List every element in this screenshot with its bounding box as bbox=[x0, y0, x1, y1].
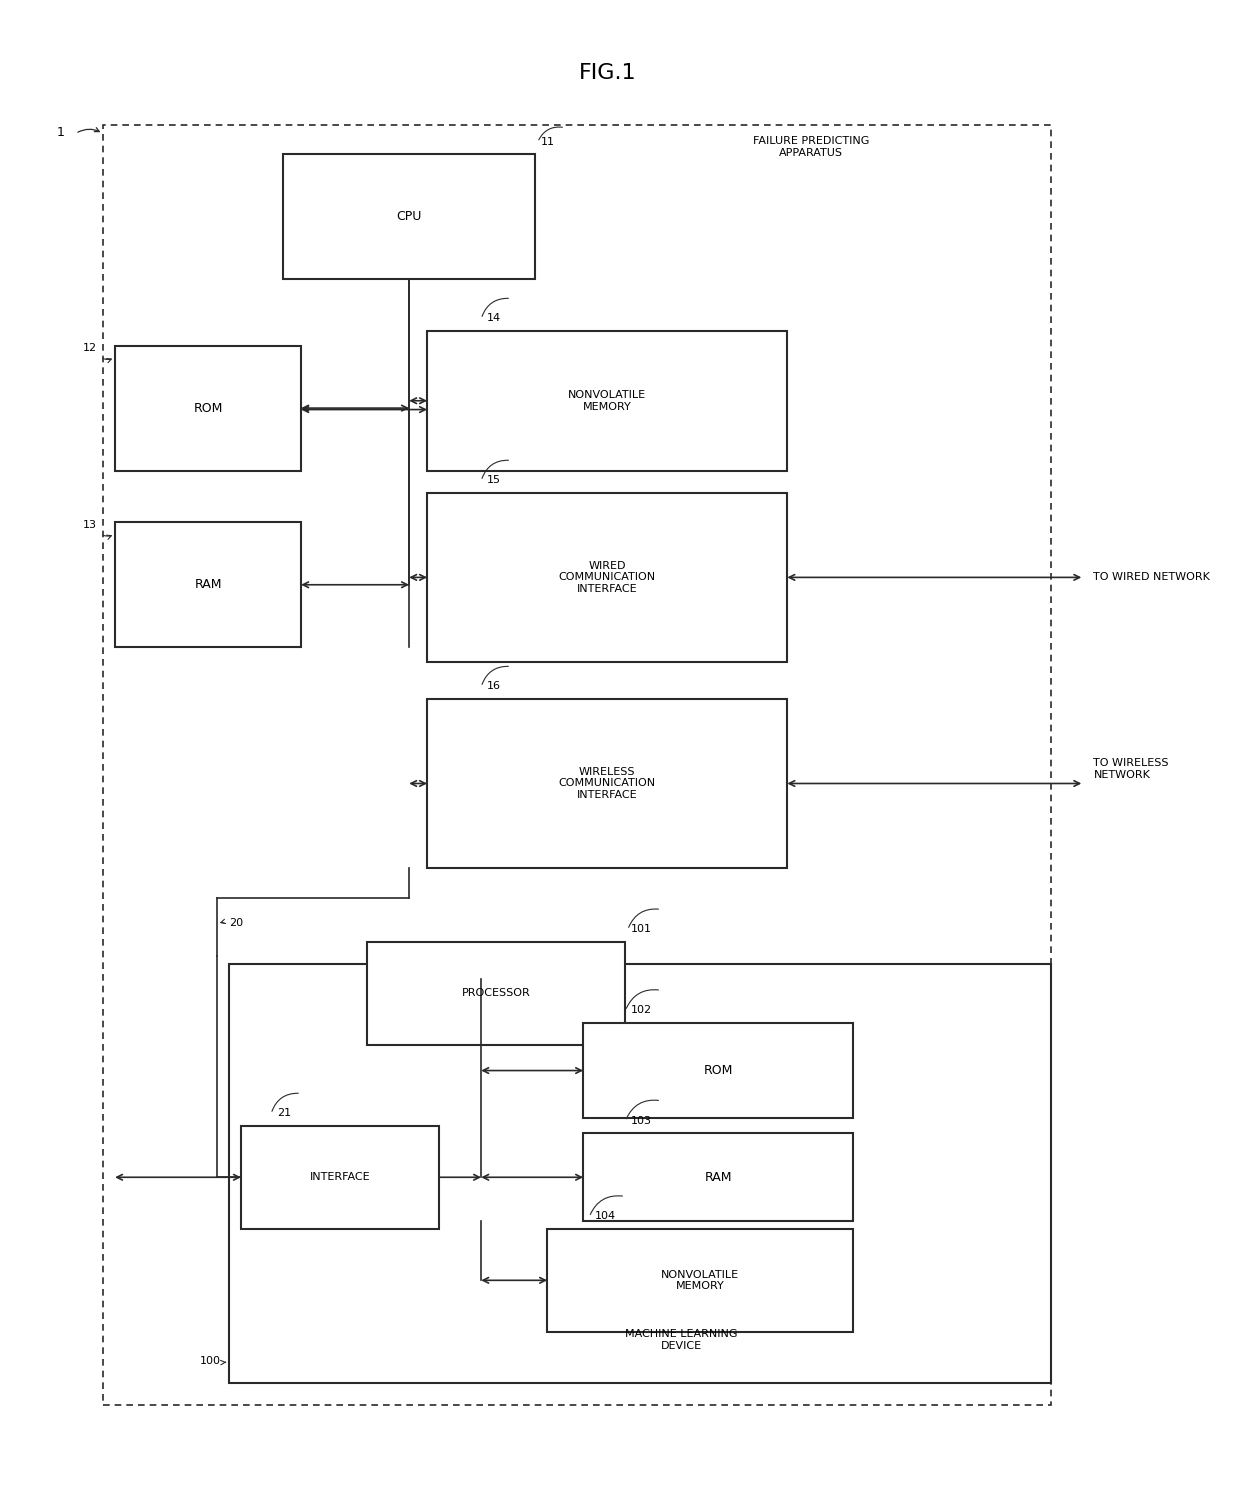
Text: NONVOLATILE
MEMORY: NONVOLATILE MEMORY bbox=[661, 1269, 739, 1291]
Text: RAM: RAM bbox=[704, 1171, 732, 1184]
Text: 20: 20 bbox=[229, 917, 243, 927]
Bar bbox=[427, 331, 787, 471]
Text: WIRELESS
COMMUNICATION
INTERFACE: WIRELESS COMMUNICATION INTERFACE bbox=[559, 767, 656, 799]
Text: FIG.1: FIG.1 bbox=[578, 64, 636, 83]
Bar bbox=[103, 125, 1052, 1406]
Bar bbox=[583, 1022, 853, 1119]
Text: ROM: ROM bbox=[703, 1064, 733, 1077]
Bar bbox=[367, 942, 625, 1045]
Text: RAM: RAM bbox=[195, 578, 222, 591]
Bar bbox=[115, 346, 301, 471]
Text: 15: 15 bbox=[487, 476, 501, 486]
Bar bbox=[229, 964, 1052, 1383]
Text: MACHINE LEARNING
DEVICE: MACHINE LEARNING DEVICE bbox=[625, 1330, 738, 1351]
Text: PROCESSOR: PROCESSOR bbox=[461, 988, 531, 999]
Text: 100: 100 bbox=[200, 1357, 221, 1366]
Bar bbox=[547, 1229, 853, 1331]
Bar bbox=[115, 522, 301, 648]
Bar bbox=[427, 698, 787, 868]
Text: 16: 16 bbox=[487, 682, 501, 691]
Text: 11: 11 bbox=[541, 137, 556, 147]
Text: NONVOLATILE
MEMORY: NONVOLATILE MEMORY bbox=[568, 389, 646, 412]
Text: INTERFACE: INTERFACE bbox=[310, 1172, 371, 1183]
Text: 102: 102 bbox=[631, 1006, 652, 1015]
Text: 21: 21 bbox=[277, 1109, 291, 1119]
Text: 101: 101 bbox=[631, 924, 652, 935]
Bar bbox=[427, 493, 787, 663]
Bar bbox=[283, 155, 536, 279]
Text: 12: 12 bbox=[83, 343, 97, 352]
Text: CPU: CPU bbox=[397, 210, 422, 223]
Text: TO WIRED NETWORK: TO WIRED NETWORK bbox=[1094, 572, 1210, 583]
Text: 103: 103 bbox=[631, 1116, 652, 1126]
Text: ROM: ROM bbox=[193, 401, 223, 415]
Text: 13: 13 bbox=[83, 520, 97, 529]
Text: 104: 104 bbox=[595, 1211, 616, 1221]
Bar bbox=[583, 1134, 853, 1221]
Text: 1: 1 bbox=[57, 126, 64, 138]
Text: TO WIRELESS
NETWORK: TO WIRELESS NETWORK bbox=[1094, 758, 1169, 780]
Bar bbox=[241, 1126, 439, 1229]
Text: 14: 14 bbox=[487, 314, 501, 324]
Text: FAILURE PREDICTING
APPARATUS: FAILURE PREDICTING APPARATUS bbox=[753, 137, 869, 158]
Text: WIRED
COMMUNICATION
INTERFACE: WIRED COMMUNICATION INTERFACE bbox=[559, 560, 656, 594]
